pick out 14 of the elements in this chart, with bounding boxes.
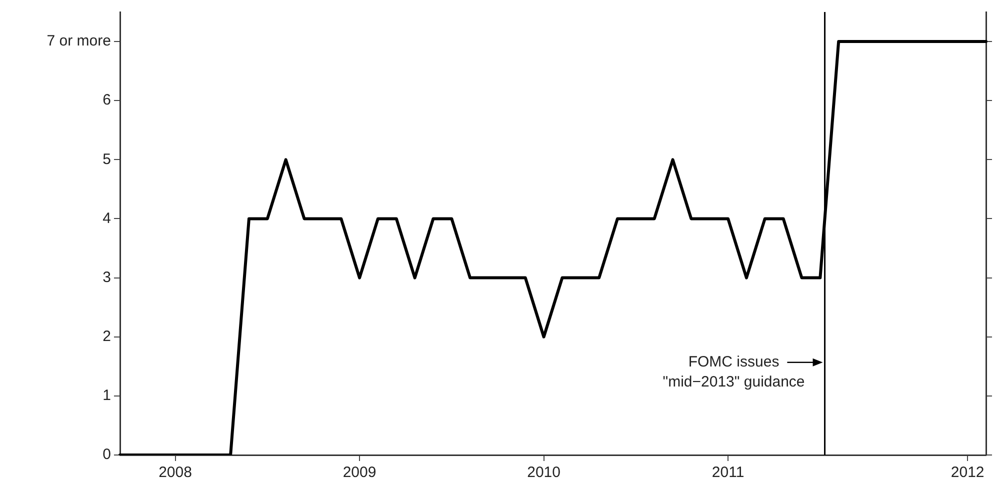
x-tick-label: 2011 bbox=[712, 464, 744, 481]
y-tick-label: 5 bbox=[102, 150, 111, 168]
y-tick-label: 6 bbox=[102, 92, 111, 109]
y-tick-label: 1 bbox=[102, 387, 111, 404]
x-tick-label: 2008 bbox=[158, 464, 192, 481]
x-tick-label: 2012 bbox=[950, 464, 984, 481]
x-tick-label: 2010 bbox=[527, 464, 560, 481]
y-tick-label: 4 bbox=[102, 210, 111, 227]
y-tick-label: 7 or more bbox=[46, 32, 111, 50]
x-tick-label: 2009 bbox=[342, 464, 376, 481]
y-tick-label: 2 bbox=[102, 328, 111, 346]
annotation: FOMC issues "mid−2013" guidance bbox=[662, 354, 805, 391]
y-tick-label: 3 bbox=[102, 268, 111, 286]
y-tick-label: 0 bbox=[102, 446, 111, 464]
